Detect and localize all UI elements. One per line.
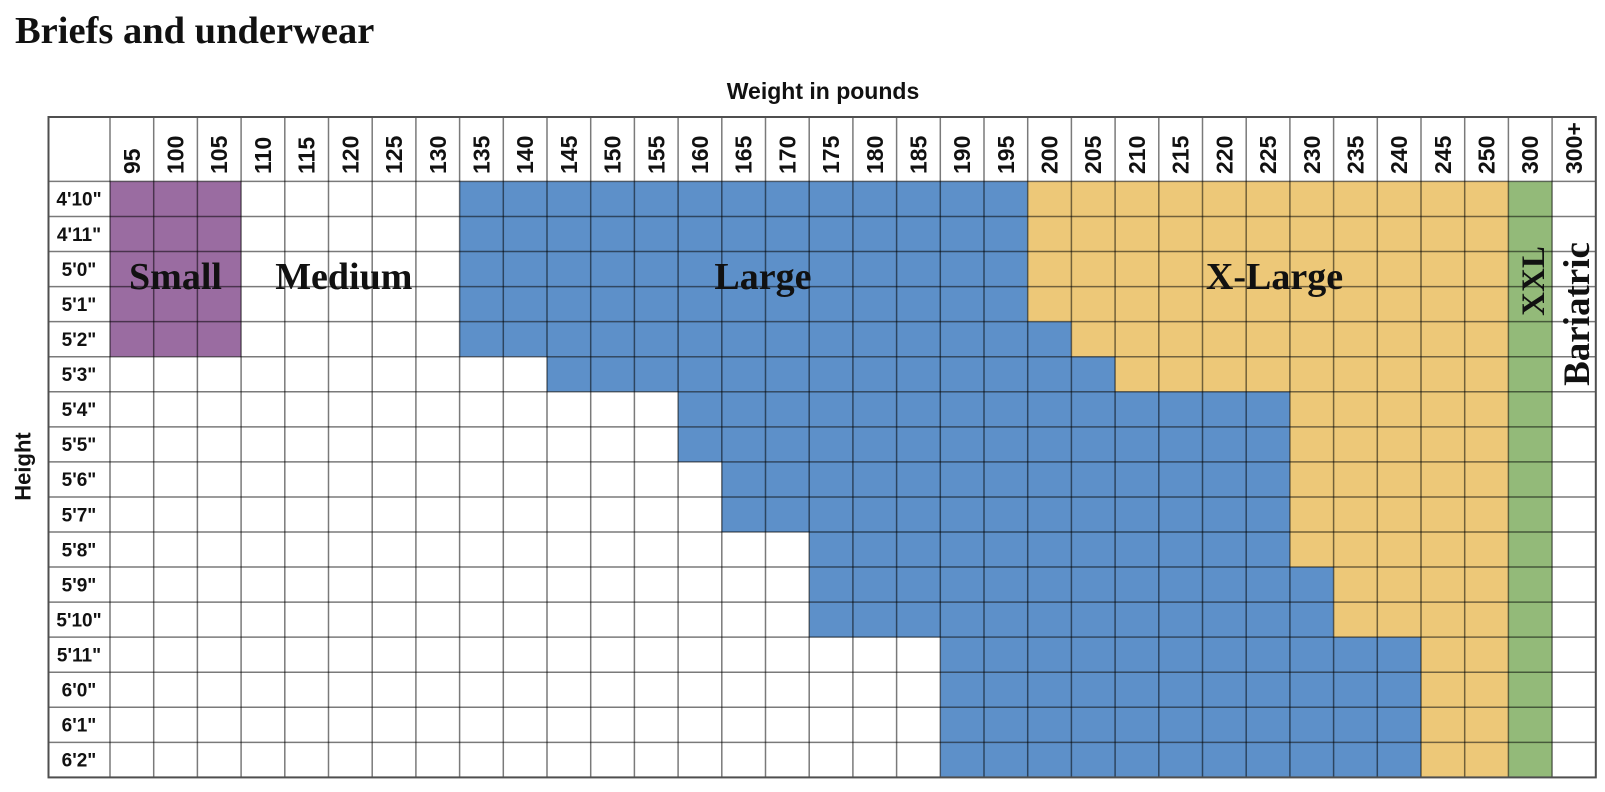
svg-text:220: 220 bbox=[1211, 136, 1237, 174]
svg-text:5'8": 5'8" bbox=[62, 540, 97, 561]
svg-text:180: 180 bbox=[862, 136, 888, 174]
svg-text:X-Large: X-Large bbox=[1206, 256, 1343, 298]
svg-text:110: 110 bbox=[250, 137, 276, 174]
svg-text:145: 145 bbox=[556, 135, 582, 174]
svg-text:5'5": 5'5" bbox=[62, 435, 97, 456]
svg-text:205: 205 bbox=[1080, 135, 1106, 174]
svg-text:XXL: XXL bbox=[1516, 246, 1552, 316]
svg-text:155: 155 bbox=[643, 135, 669, 174]
svg-text:200: 200 bbox=[1037, 136, 1063, 174]
svg-text:210: 210 bbox=[1124, 136, 1150, 174]
svg-text:245: 245 bbox=[1430, 135, 1456, 174]
svg-text:230: 230 bbox=[1299, 136, 1325, 174]
svg-text:4'11": 4'11" bbox=[57, 225, 101, 246]
svg-text:6'0": 6'0" bbox=[62, 681, 97, 702]
svg-text:300+: 300+ bbox=[1561, 122, 1587, 174]
svg-text:175: 175 bbox=[818, 135, 844, 174]
svg-text:190: 190 bbox=[949, 136, 975, 174]
svg-text:115: 115 bbox=[294, 137, 320, 174]
svg-text:5'11": 5'11" bbox=[57, 646, 101, 667]
svg-text:150: 150 bbox=[600, 136, 626, 174]
svg-text:165: 165 bbox=[731, 135, 757, 174]
svg-text:140: 140 bbox=[512, 136, 538, 174]
svg-text:160: 160 bbox=[687, 136, 713, 174]
svg-text:215: 215 bbox=[1168, 135, 1194, 174]
svg-text:Large: Large bbox=[714, 256, 811, 298]
svg-text:6'2": 6'2" bbox=[62, 751, 97, 772]
svg-text:135: 135 bbox=[469, 135, 495, 174]
svg-text:95: 95 bbox=[119, 148, 145, 174]
svg-text:105: 105 bbox=[206, 135, 232, 174]
svg-text:5'9": 5'9" bbox=[62, 575, 97, 596]
svg-text:Weight in pounds: Weight in pounds bbox=[727, 78, 920, 104]
svg-text:300: 300 bbox=[1517, 136, 1543, 174]
svg-text:5'7": 5'7" bbox=[62, 505, 97, 526]
svg-text:100: 100 bbox=[163, 136, 189, 174]
svg-text:250: 250 bbox=[1474, 136, 1500, 174]
svg-text:Height: Height bbox=[11, 432, 36, 501]
svg-text:240: 240 bbox=[1386, 136, 1412, 174]
svg-text:235: 235 bbox=[1343, 135, 1369, 174]
svg-text:120: 120 bbox=[337, 136, 363, 174]
svg-text:Small: Small bbox=[129, 256, 222, 298]
svg-text:130: 130 bbox=[425, 136, 451, 174]
svg-text:5'0": 5'0" bbox=[62, 260, 97, 281]
svg-text:Briefs and underwear: Briefs and underwear bbox=[15, 10, 374, 52]
svg-text:Bariatric: Bariatric bbox=[1557, 242, 1598, 386]
svg-text:5'3": 5'3" bbox=[62, 365, 97, 386]
svg-text:6'1": 6'1" bbox=[62, 716, 97, 737]
svg-text:170: 170 bbox=[774, 136, 800, 174]
svg-text:5'6": 5'6" bbox=[62, 470, 97, 491]
svg-text:5'1": 5'1" bbox=[62, 295, 97, 316]
svg-text:5'4": 5'4" bbox=[62, 400, 97, 421]
svg-text:5'2": 5'2" bbox=[62, 330, 97, 351]
svg-text:225: 225 bbox=[1255, 135, 1281, 174]
svg-text:Medium: Medium bbox=[275, 256, 412, 298]
svg-text:125: 125 bbox=[381, 135, 407, 174]
svg-text:5'10": 5'10" bbox=[56, 610, 101, 631]
svg-text:195: 195 bbox=[993, 135, 1019, 174]
svg-text:185: 185 bbox=[906, 135, 932, 174]
svg-text:4'10": 4'10" bbox=[56, 190, 101, 211]
